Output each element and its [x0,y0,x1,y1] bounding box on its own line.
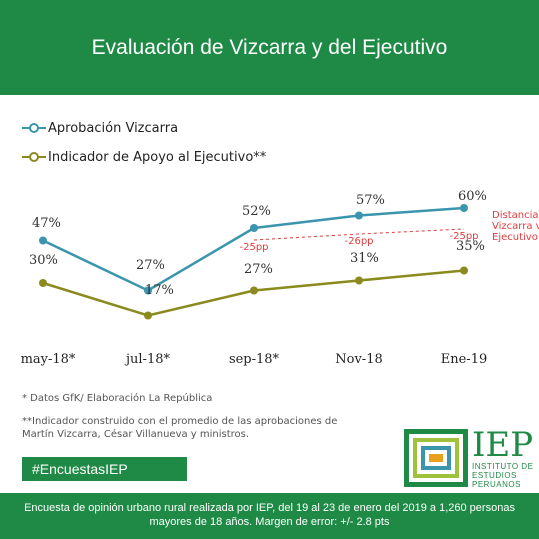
data-label-2-5: 35% [456,239,485,254]
gap-label-2: -26pp [344,236,373,247]
source-note: * Datos GfK/ Elaboración La República [22,393,213,404]
gap-dashed-line [253,228,465,241]
gap-label-3: -25pp [449,231,478,242]
data-point-1-5 [460,204,468,212]
data-point-2-1 [39,279,47,287]
x-tick-label-4: Nov-18 [335,352,382,367]
data-label-2-1: 30% [29,253,58,268]
data-point-2-4 [355,276,363,285]
legend-swatch-vizcarra [22,122,46,134]
data-label-1-2: 27% [136,258,165,273]
data-point-1-4 [355,211,363,220]
data-label-2-4: 31% [350,251,379,266]
data-point-2-3 [250,286,258,295]
data-label-2-3: 27% [244,262,273,277]
hashtag-badge: #EncuestasIEP [22,457,187,481]
data-point-1-2 [144,286,152,295]
page-title: Evaluación de Vizcarra y del Ejecutivo [91,36,448,59]
indicator-note: **Indicador construido con el promedio d… [22,416,338,440]
legend-label-ejecutivo: Indicador de Apoyo al Ejecutivo** [48,149,267,165]
legend-item-vizcarra: Aprobación Vizcarra [22,118,178,138]
footer-text: Encuesta de opinión urbano rural realiza… [24,502,515,528]
x-tick-label-1: may-18* [21,352,76,367]
data-point-2-2 [144,311,152,320]
data-label-2-2: 17% [145,283,174,298]
legend-swatch-ejecutivo [22,151,46,163]
data-point-2-5 [460,266,468,275]
legend-label-vizcarra: Aprobación Vizcarra [48,120,179,136]
logo-name: INSTITUTO DE ESTUDIOS PERUANOS [472,462,534,489]
x-tick-label-3: sep-18* [229,352,280,367]
data-label-1-4: 57% [356,193,385,208]
header-banner: Evaluación de Vizcarra y del Ejecutivo [0,0,539,95]
iep-logo-icon [404,429,468,487]
data-label-1-1: 47% [32,216,61,231]
data-point-1-3 [250,224,258,232]
data-label-1-3: 52% [242,204,271,219]
footer-banner: Encuesta de opinión urbano rural realiza… [0,493,539,539]
legend-item-ejecutivo: Indicador de Apoyo al Ejecutivo** [22,147,266,167]
gap-label-1: -25pp [239,242,268,253]
x-tick-label-5: Ene-19 [441,352,488,367]
x-tick-label-2: jul-18* [124,352,170,367]
data-label-1-5: 60% [458,189,487,204]
data-point-1-1 [39,236,47,245]
logo-acronym: IEP [472,425,534,465]
